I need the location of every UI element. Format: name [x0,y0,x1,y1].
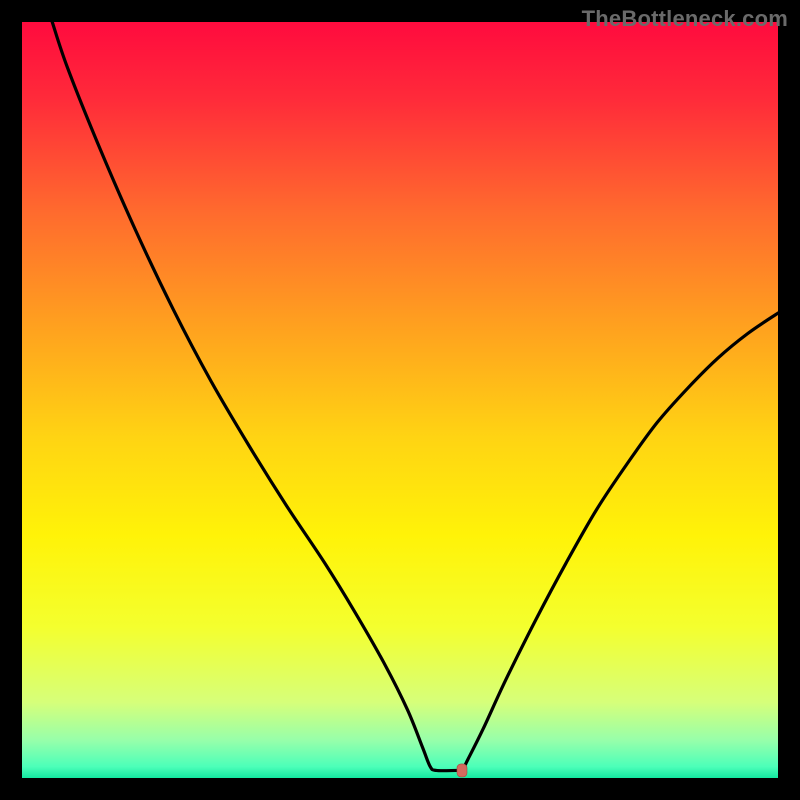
chart-background [22,22,778,778]
chart-container: TheBottleneck.com [0,0,800,800]
bottleneck-chart [0,0,800,800]
watermark-text: TheBottleneck.com [582,6,788,32]
optimal-marker [457,764,467,777]
